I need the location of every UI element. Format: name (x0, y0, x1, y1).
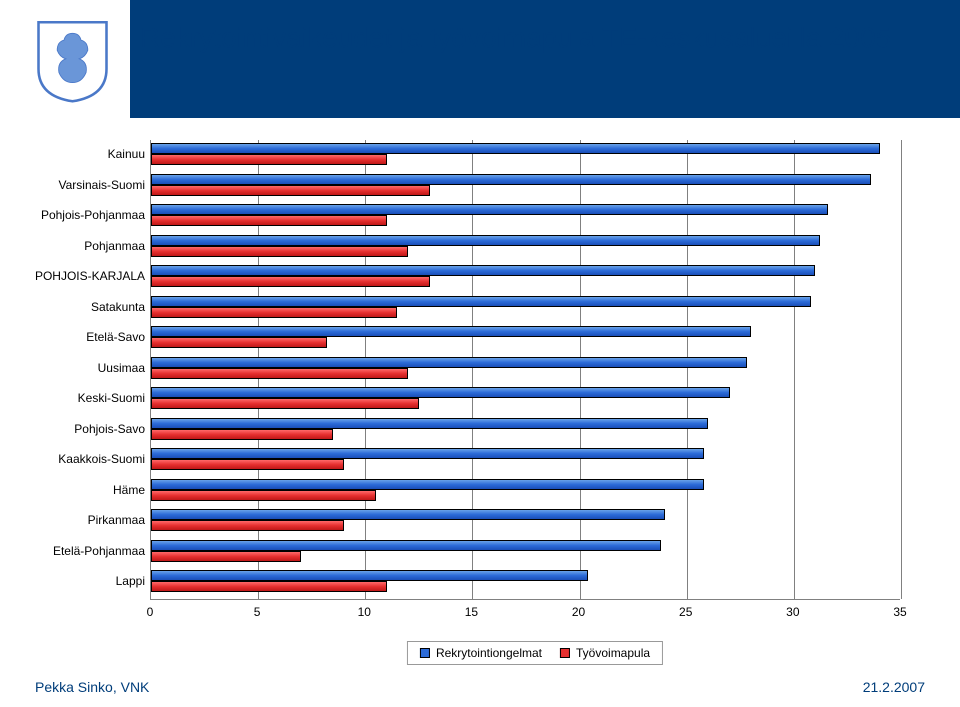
y-axis-label: Kainuu (108, 147, 145, 161)
bar-tyovoimapula (151, 520, 344, 531)
y-axis-label: Lappi (116, 574, 145, 588)
bar-rekrytointiongelmat (151, 357, 747, 368)
bar-tyovoimapula (151, 337, 327, 348)
bar-tyovoimapula (151, 276, 430, 287)
slide-page: Rekrytointivaikeudet ja työvoimapula TE-… (0, 0, 960, 707)
footer-author: Pekka Sinko, VNK (35, 679, 149, 695)
bar-tyovoimapula (151, 215, 387, 226)
chart-area: KainuuVarsinais-SuomiPohjois-PohjanmaaPo… (150, 140, 920, 620)
legend-swatch-icon (420, 648, 430, 658)
y-axis-label: Pirkanmaa (88, 513, 145, 527)
y-axis-label: Etelä-Savo (86, 330, 145, 344)
footer-date: 21.2.2007 (863, 679, 925, 695)
x-tick-label: 20 (572, 605, 585, 619)
finland-coat-of-arms-icon (30, 18, 115, 103)
slide-title: Rekrytointivaikeudet ja työvoimapula TE-… (140, 20, 940, 55)
y-axis-label: Kaakkois-Suomi (58, 452, 145, 466)
bar-tyovoimapula (151, 490, 376, 501)
bar-rekrytointiongelmat (151, 509, 665, 520)
legend-label: Työvoimapula (576, 646, 650, 660)
bar-rekrytointiongelmat (151, 174, 871, 185)
y-axis-labels: Kainuu Varsinais-Suomi Pohjois-Pohjanmaa Po… (20, 140, 145, 620)
gridline (901, 140, 902, 599)
x-tick-label: 5 (254, 605, 261, 619)
bar-rekrytointiongelmat (151, 540, 661, 551)
x-tick-label: 0 (147, 605, 154, 619)
y-axis-label: Pohjois-Pohjanmaa (41, 208, 145, 222)
x-tick-label: 15 (465, 605, 478, 619)
bar-rekrytointiongelmat (151, 326, 751, 337)
bar-rekrytointiongelmat (151, 479, 704, 490)
bar-rekrytointiongelmat (151, 265, 815, 276)
bar-rekrytointiongelmat (151, 235, 820, 246)
plot-area (150, 140, 900, 600)
y-axis-label: Häme (113, 483, 145, 497)
legend-item-1: Työvoimapula (560, 646, 650, 660)
x-tick-label: 30 (786, 605, 799, 619)
y-axis-label: POHJOIS-KARJALA (35, 269, 145, 283)
bar-rekrytointiongelmat (151, 204, 828, 215)
bar-tyovoimapula (151, 368, 408, 379)
bar-tyovoimapula (151, 246, 408, 257)
legend-label: Rekrytointiongelmat (436, 646, 542, 660)
bar-chart: KainuuVarsinais-SuomiPohjois-PohjanmaaPo… (150, 140, 920, 620)
y-axis-label: Uusimaa (98, 361, 145, 375)
bar-tyovoimapula (151, 581, 387, 592)
x-tick-label: 25 (679, 605, 692, 619)
bar-tyovoimapula (151, 459, 344, 470)
bar-tyovoimapula (151, 398, 419, 409)
bar-tyovoimapula (151, 551, 301, 562)
bar-tyovoimapula (151, 307, 397, 318)
legend-item-0: Rekrytointiongelmat (420, 646, 542, 660)
x-tick-label: 35 (893, 605, 906, 619)
y-axis-label: Pohjois-Savo (74, 422, 145, 436)
y-axis-label: Keski-Suomi (78, 391, 145, 405)
bar-rekrytointiongelmat (151, 570, 588, 581)
bar-rekrytointiongelmat (151, 387, 730, 398)
x-tick-label: 10 (358, 605, 371, 619)
y-axis-label: Satakunta (91, 300, 145, 314)
legend: Rekrytointiongelmat Työvoimapula (407, 641, 663, 665)
bar-tyovoimapula (151, 185, 430, 196)
y-axis-label: Pohjanmaa (84, 239, 145, 253)
bar-tyovoimapula (151, 154, 387, 165)
y-axis-label: Etelä-Pohjanmaa (53, 544, 145, 558)
y-axis-label: Varsinais-Suomi (59, 178, 145, 192)
bar-rekrytointiongelmat (151, 143, 880, 154)
bar-rekrytointiongelmat (151, 448, 704, 459)
bar-rekrytointiongelmat (151, 418, 708, 429)
bar-tyovoimapula (151, 429, 333, 440)
bar-rekrytointiongelmat (151, 296, 811, 307)
legend-swatch-icon (560, 648, 570, 658)
header-band (0, 0, 960, 118)
